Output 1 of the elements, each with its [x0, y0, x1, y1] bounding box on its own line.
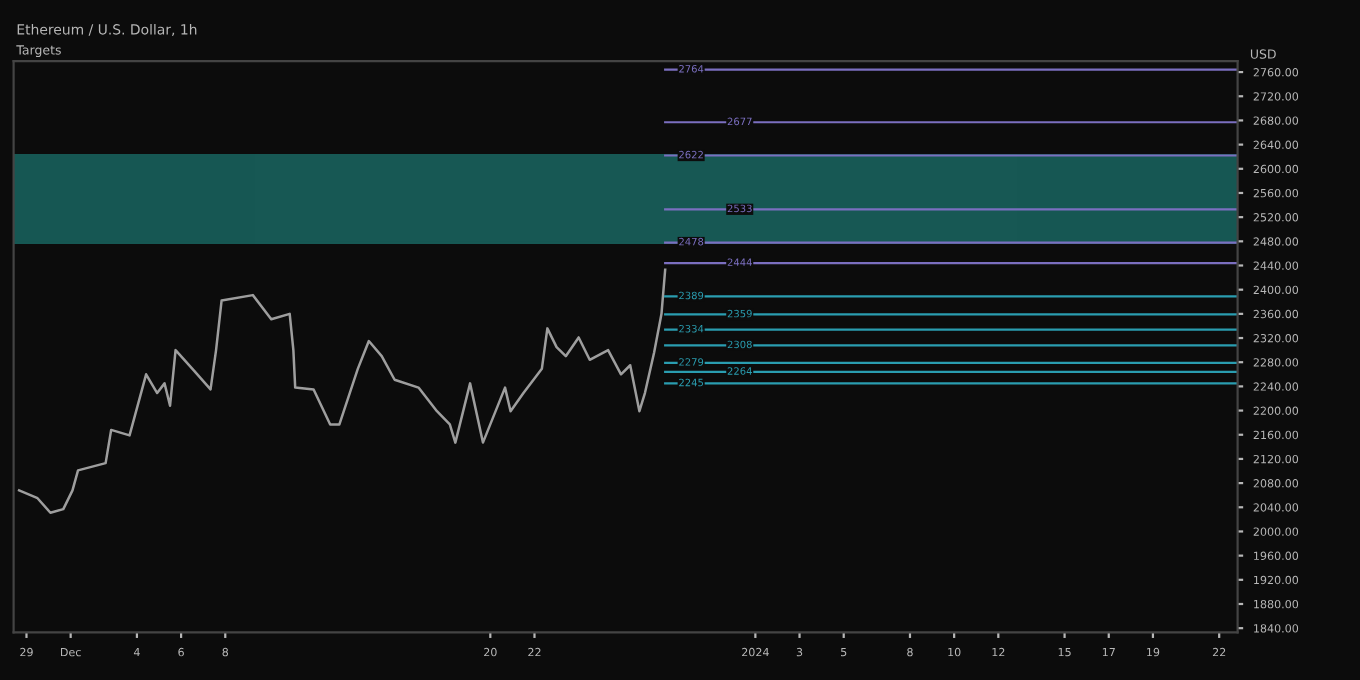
line-series [17, 268, 667, 514]
